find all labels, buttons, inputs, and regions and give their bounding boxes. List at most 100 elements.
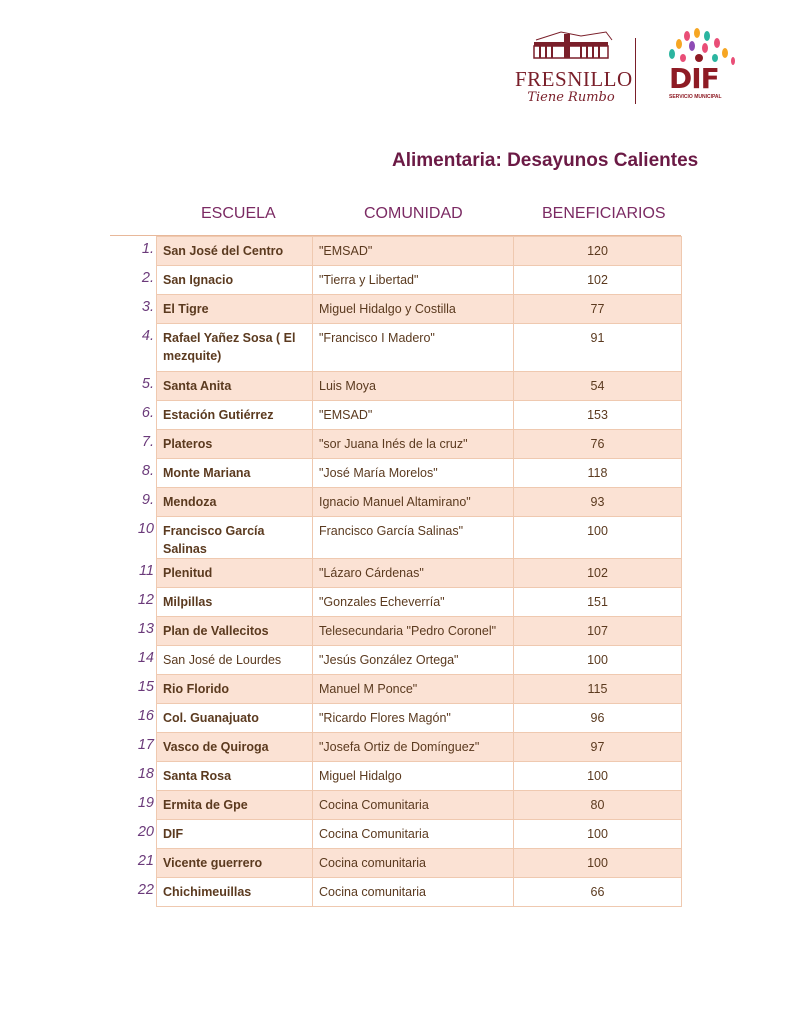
cell-beneficiarios: 120 — [513, 236, 682, 266]
cell-escuela: Estación Gutiérrez — [156, 400, 313, 430]
cell-beneficiarios: 153 — [513, 400, 682, 430]
cell-escuela: San Ignacio — [156, 265, 313, 295]
row-number: 9. — [141, 491, 154, 508]
cell-comunidad: "Josefa Ortiz de Domínguez" — [312, 732, 514, 762]
row-number: 15 — [137, 678, 154, 695]
cell-beneficiarios: 80 — [513, 790, 682, 820]
cell-escuela: Vasco de Quiroga — [156, 732, 313, 762]
row-number: 11 — [138, 562, 154, 579]
cell-comunidad: Luis Moya — [312, 371, 514, 401]
row-number: 4. — [141, 327, 154, 344]
header-beneficiarios: BENEFICIARIOS — [542, 205, 666, 222]
cell-escuela: DIF — [156, 819, 313, 849]
cell-beneficiarios: 91 — [513, 323, 682, 372]
row-number: 17 — [137, 736, 154, 753]
cell-beneficiarios: 102 — [513, 265, 682, 295]
table-row: Mendoza Ignacio Manuel Altamirano" 93 — [156, 487, 682, 517]
cell-escuela: Col. Guanajuato — [156, 703, 313, 733]
table-row: Ermita de Gpe Cocina Comunitaria 80 — [156, 790, 682, 820]
cell-beneficiarios: 102 — [513, 558, 682, 588]
row-number: 1. — [141, 240, 154, 257]
cell-escuela: Milpillas — [156, 587, 313, 617]
table-row: Monte Mariana "José María Morelos" 118 — [156, 458, 682, 488]
table-row: San Ignacio "Tierra y Libertad" 102 — [156, 265, 682, 295]
cell-comunidad: "Lázaro Cárdenas" — [312, 558, 514, 588]
row-number: 16 — [137, 707, 154, 724]
cell-beneficiarios: 100 — [513, 761, 682, 791]
cell-comunidad: "Francisco I Madero" — [312, 323, 514, 372]
cell-comunidad: "Tierra y Libertad" — [312, 265, 514, 295]
cell-escuela: Francisco García Salinas — [156, 516, 313, 559]
table-row: San José de Lourdes "Jesús González Orteg… — [156, 645, 682, 675]
cell-comunidad: Cocina Comunitaria — [312, 790, 514, 820]
cell-comunidad: "Gonzales Echeverría" — [312, 587, 514, 617]
cell-comunidad: Cocina comunitaria — [312, 848, 514, 878]
table-row: El Tigre Miguel Hidalgo y Costilla 77 — [156, 294, 682, 324]
table-row: Chichimeuillas Cocina comunitaria 66 — [156, 877, 682, 907]
row-number: 20 — [137, 823, 154, 840]
cell-escuela: San José del Centro — [156, 236, 313, 266]
table-row: Plan de Vallecitos Telesecundaria "Pedro … — [156, 616, 682, 646]
cell-escuela: Rio Florido — [156, 674, 313, 704]
fresnillo-logo: FRESNILLO Tiene Rumbo — [515, 28, 632, 113]
row-number: 21 — [137, 852, 154, 869]
table-row: Vasco de Quiroga "Josefa Ortiz de Domíngu… — [156, 732, 682, 762]
cell-beneficiarios: 76 — [513, 429, 682, 459]
page-title: Alimentaria: Desayunos Calientes — [392, 150, 699, 171]
cell-comunidad: "Jesús González Ortega" — [312, 645, 514, 675]
cell-beneficiarios: 100 — [513, 645, 682, 675]
row-number: 19 — [137, 794, 154, 811]
cell-comunidad: Francisco García Salinas" — [312, 516, 514, 559]
cell-beneficiarios: 97 — [513, 732, 682, 762]
table-row: DIF Cocina Comunitaria 100 — [156, 819, 682, 849]
cell-comunidad: Cocina comunitaria — [312, 877, 514, 907]
row-number: 3. — [141, 298, 154, 315]
cell-escuela: Ermita de Gpe — [156, 790, 313, 820]
table-row: Rio Florido Manuel M Ponce" 115 — [156, 674, 682, 704]
table-row: Santa Anita Luis Moya 54 — [156, 371, 682, 401]
cell-beneficiarios: 96 — [513, 703, 682, 733]
cell-comunidad: Miguel Hidalgo y Costilla — [312, 294, 514, 324]
row-number: 10 — [137, 520, 154, 537]
cell-comunidad: "EMSAD" — [312, 236, 514, 266]
row-number: 18 — [137, 765, 154, 782]
cell-escuela: El Tigre — [156, 294, 313, 324]
cell-escuela: Rafael Yañez Sosa ( El mezquite) — [156, 323, 313, 372]
table-row: Plenitud "Lázaro Cárdenas" 102 — [156, 558, 682, 588]
cell-comunidad: "José María Morelos" — [312, 458, 514, 488]
table-row: Rafael Yañez Sosa ( El mezquite) "Francis… — [156, 323, 682, 372]
cell-beneficiarios: 66 — [513, 877, 682, 907]
header-logos: FRESNILLO Tiene Rumbo DIF SERVICIO MUNIC… — [515, 28, 745, 113]
row-number: 6. — [141, 404, 154, 421]
cell-beneficiarios: 115 — [513, 674, 682, 704]
building-icon — [533, 31, 613, 59]
row-number: 5. — [141, 375, 154, 392]
row-number: 14 — [137, 649, 154, 666]
cell-beneficiarios: 118 — [513, 458, 682, 488]
table-row: Santa Rosa Miguel Hidalgo 100 — [156, 761, 682, 791]
cell-comunidad: Cocina Comunitaria — [312, 819, 514, 849]
row-number: 22 — [137, 881, 154, 898]
cell-beneficiarios: 100 — [513, 516, 682, 559]
table-row: Milpillas "Gonzales Echeverría" 151 — [156, 587, 682, 617]
cell-comunidad: Ignacio Manuel Altamirano" — [312, 487, 514, 517]
row-number: 2. — [141, 269, 154, 286]
cell-beneficiarios: 107 — [513, 616, 682, 646]
cell-beneficiarios: 93 — [513, 487, 682, 517]
row-number: 13 — [137, 620, 154, 637]
cell-beneficiarios: 100 — [513, 819, 682, 849]
table-row: Estación Gutiérrez "EMSAD" 153 — [156, 400, 682, 430]
cell-escuela: Mendoza — [156, 487, 313, 517]
table-row: Francisco García Salinas Francisco García… — [156, 516, 682, 559]
row-number: 8. — [141, 462, 154, 479]
tree-leaves-icon — [669, 28, 735, 65]
header-escuela: ESCUELA — [201, 205, 276, 222]
cell-escuela: Plenitud — [156, 558, 313, 588]
cell-escuela: Plateros — [156, 429, 313, 459]
cell-escuela: Chichimeuillas — [156, 877, 313, 907]
cell-escuela: San José de Lourdes — [156, 645, 313, 675]
row-number: 12 — [137, 591, 154, 608]
table-row: Col. Guanajuato "Ricardo Flores Magón" 96 — [156, 703, 682, 733]
cell-escuela: Santa Anita — [156, 371, 313, 401]
